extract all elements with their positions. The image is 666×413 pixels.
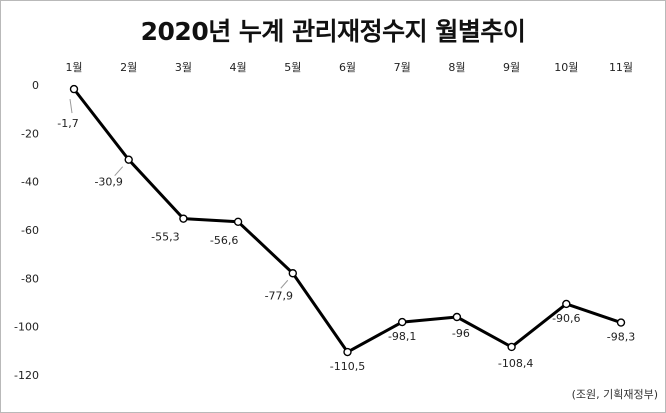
data-label: -56,6: [210, 234, 238, 247]
x-tick-label: 10월: [554, 61, 578, 74]
y-tick-label: -60: [21, 224, 39, 237]
x-tick-label: 6월: [339, 61, 356, 74]
data-point: [288, 269, 297, 278]
x-tick-label: 7월: [394, 61, 411, 74]
data-point: [179, 214, 188, 223]
data-point: [233, 217, 243, 226]
y-tick-label: -120: [14, 369, 39, 382]
leader-line: [69, 99, 73, 114]
data-label: -77,9: [265, 289, 293, 302]
y-tick-label: 0: [32, 79, 39, 92]
data-label: -98,1: [388, 330, 416, 343]
data-point: [343, 347, 352, 357]
leader-line: [114, 166, 124, 177]
x-tick-label: 9월: [503, 61, 520, 74]
x-tick-label: 11월: [609, 61, 633, 74]
source-note: (조원, 기획재정부): [571, 388, 658, 401]
data-label: -98,3: [607, 331, 635, 344]
x-tick-label: 2월: [120, 61, 137, 74]
data-point: [507, 342, 516, 352]
data-label: -30,9: [94, 176, 122, 189]
chart-title: 2020년 누계 관리재정수지 월별추이: [140, 17, 526, 46]
x-tick-label: 4월: [230, 61, 247, 74]
data-label: -108,4: [498, 357, 533, 370]
y-tick-label: -40: [21, 176, 39, 189]
data-label: -55,3: [151, 231, 179, 244]
data-point: [398, 317, 407, 327]
y-tick-label: -20: [21, 127, 39, 140]
data-point: [616, 318, 626, 327]
data-label: -1,7: [57, 117, 78, 130]
x-tick-label: 1월: [65, 61, 82, 74]
leader-line: [280, 279, 289, 289]
series-line: [72, 88, 622, 354]
y-tick-label: -100: [14, 321, 39, 334]
y-tick-label: -80: [21, 272, 39, 285]
data-label: -110,5: [330, 360, 365, 373]
data-label: -96: [452, 327, 470, 340]
x-tick-label: 8월: [448, 61, 465, 74]
data-point: [124, 155, 133, 164]
data-point: [69, 84, 79, 94]
x-tick-label: 5월: [284, 61, 301, 74]
data-point: [562, 299, 571, 309]
data-label: -90,6: [552, 312, 580, 325]
x-tick-label: 3월: [175, 61, 192, 74]
data-point: [452, 312, 462, 322]
